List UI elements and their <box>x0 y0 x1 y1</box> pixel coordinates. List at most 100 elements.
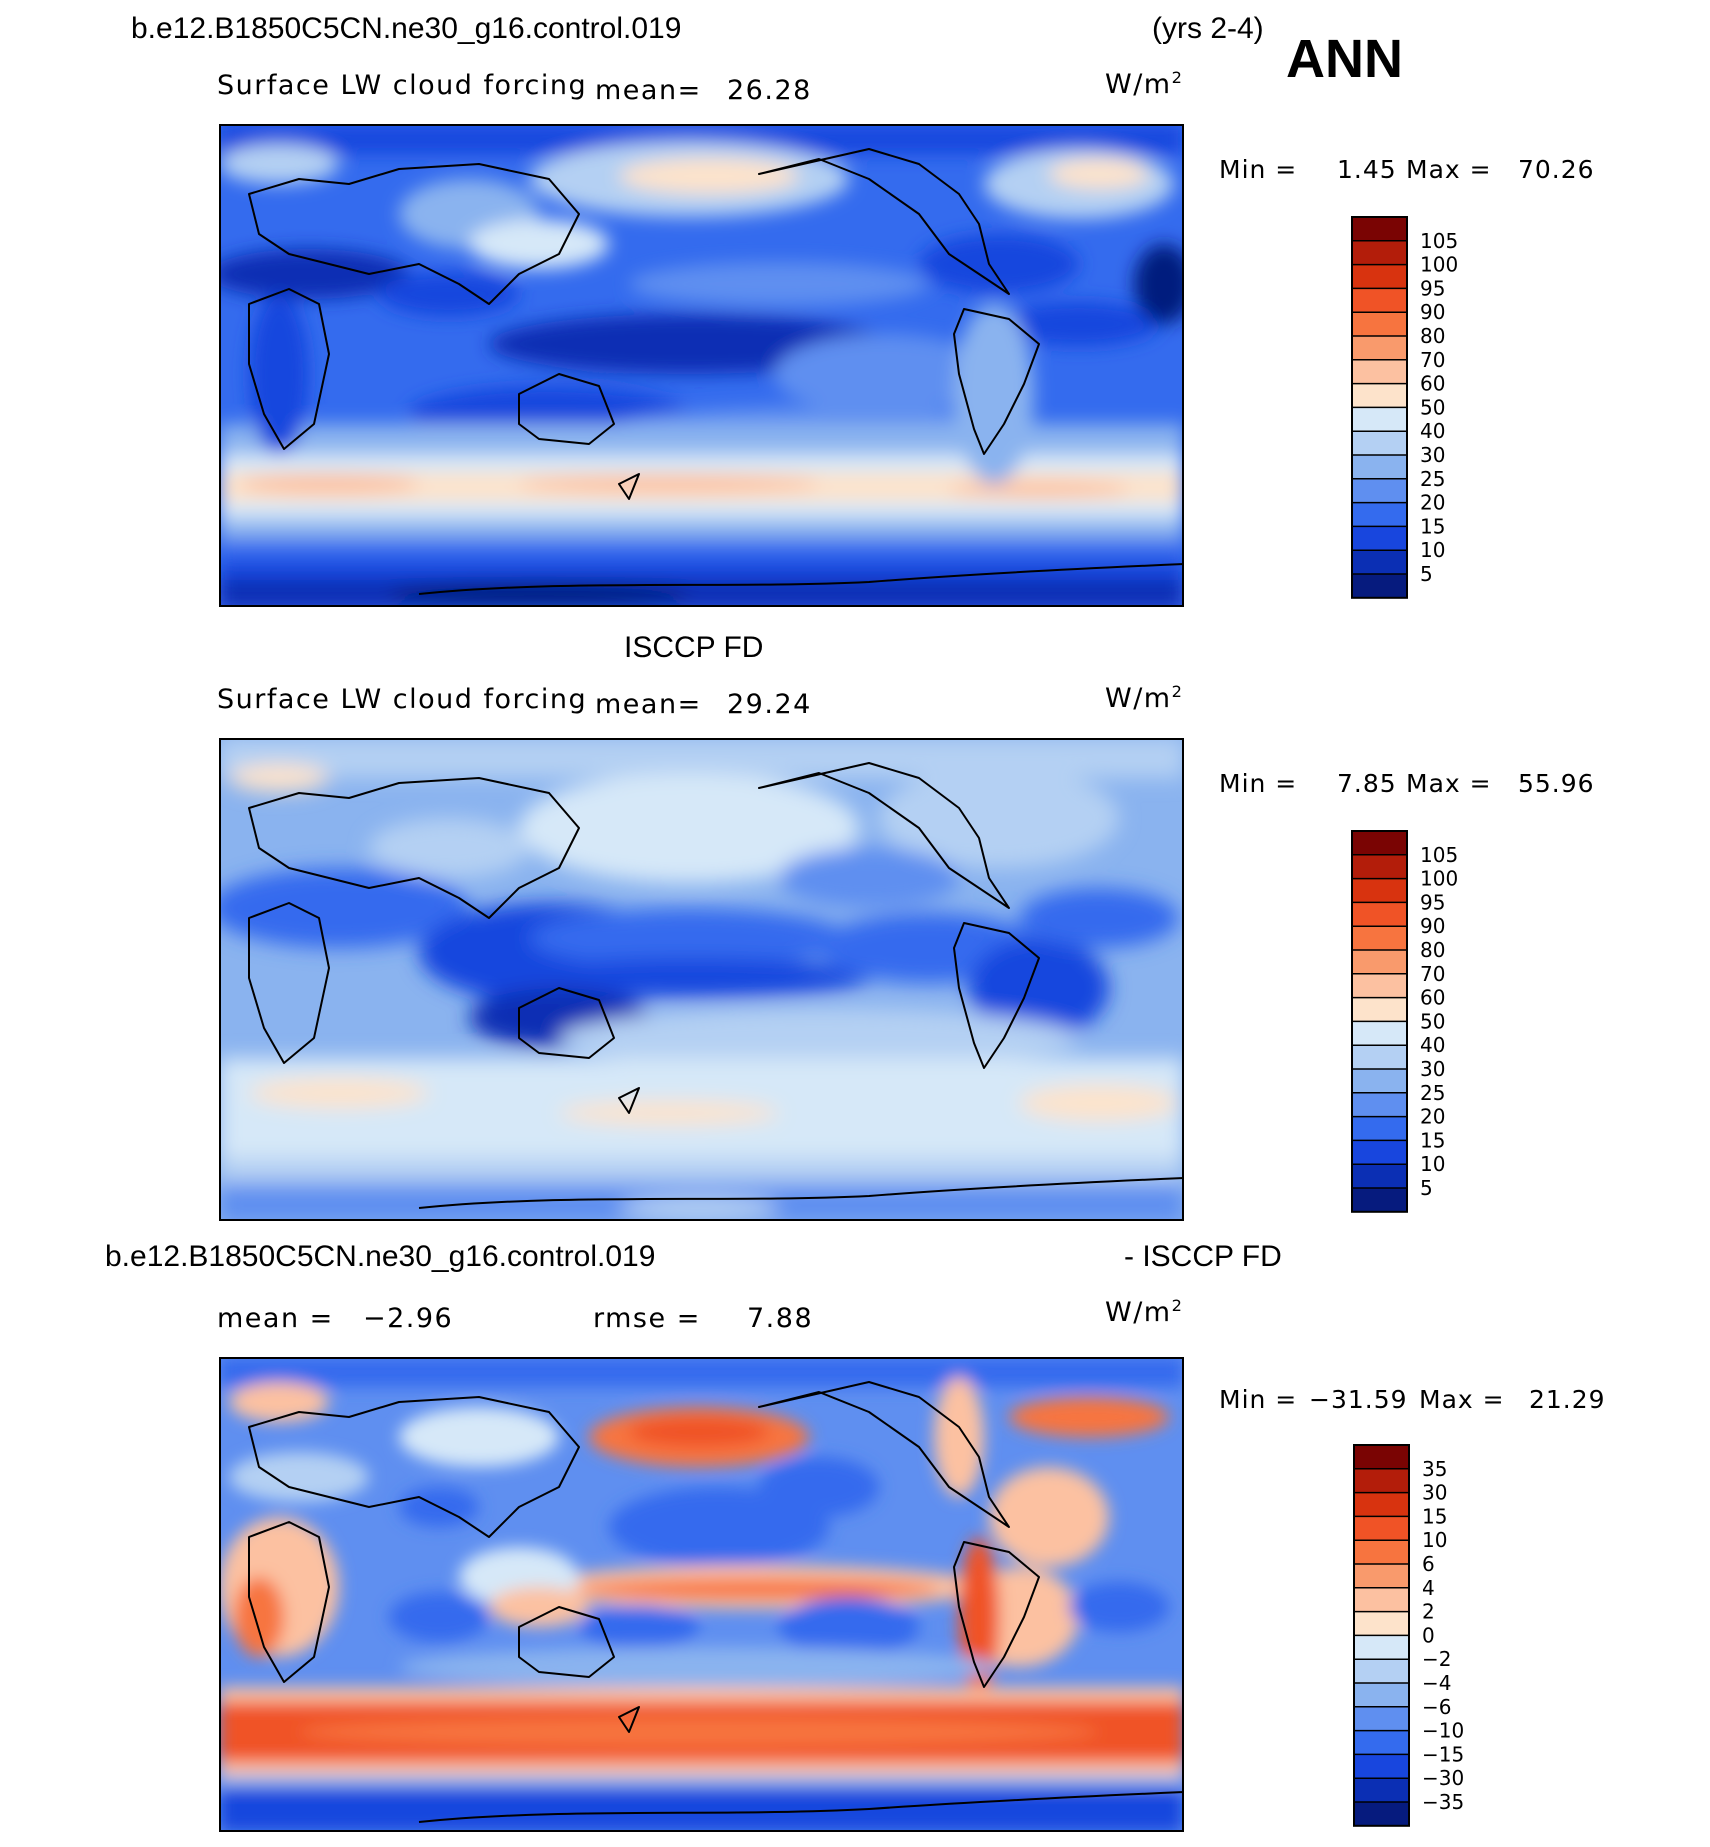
colorbar-label: 30 <box>1420 443 1445 467</box>
colorbar-box <box>1352 1164 1407 1189</box>
panel3-min-label: Min = <box>1219 1385 1298 1414</box>
panel2-colorbar: 105 100 95 90 80 70 60 50 40 30 25 20 15 10 5 <box>1351 830 1491 1220</box>
panel3-rmse-value: 7.88 <box>747 1303 814 1334</box>
colorbar-box <box>1352 407 1407 432</box>
panel3-max-value: 21.29 <box>1529 1385 1606 1414</box>
colorbar-box <box>1354 1754 1409 1779</box>
panel2-min-label: Min = <box>1219 769 1298 798</box>
colorbar-label: 40 <box>1420 1033 1445 1057</box>
colorbar-label: 105 <box>1420 229 1458 253</box>
colorbar-label: 35 <box>1422 1457 1447 1481</box>
colorbar-box <box>1352 526 1407 551</box>
panel2-subtitle: Surface LW cloud forcing <box>217 684 588 715</box>
colorbar-box <box>1354 1706 1409 1732</box>
panel1-max-label: Max = <box>1406 155 1492 184</box>
colorbar-box <box>1352 1188 1407 1213</box>
panel3-max-label: Max = <box>1419 1385 1505 1414</box>
colorbar-box <box>1352 950 1407 975</box>
panel1-units: W/m2 <box>1105 68 1184 100</box>
colorbar-label: 80 <box>1420 938 1445 962</box>
colorbar-box <box>1352 1140 1407 1165</box>
colorbar-label: −15 <box>1422 1742 1464 1766</box>
colorbar-box <box>1352 217 1407 242</box>
panel3-rmse-label: rmse = <box>593 1303 701 1334</box>
colorbar-box <box>1354 1468 1409 1494</box>
panel3-mean-value: −2.96 <box>363 1303 454 1334</box>
colorbar-label: −30 <box>1422 1766 1464 1790</box>
colorbar-box <box>1354 1540 1409 1565</box>
colorbar-label: 95 <box>1420 276 1445 300</box>
colorbar-label: 90 <box>1420 300 1445 324</box>
colorbar-label: 10 <box>1420 538 1445 562</box>
colorbar-frame <box>1351 216 1408 599</box>
colorbar-label: 15 <box>1422 1504 1447 1528</box>
panel2-mean-label: mean= <box>595 689 702 720</box>
colorbar-box <box>1352 336 1407 361</box>
colorbar-label: −6 <box>1422 1695 1451 1719</box>
colorbar-label: 70 <box>1420 348 1445 372</box>
colorbar-label: 4 <box>1422 1576 1435 1600</box>
colorbar-box <box>1352 312 1407 337</box>
colorbar-label: 5 <box>1420 1176 1433 1200</box>
panel3-mean-label: mean = <box>217 1303 334 1334</box>
colorbar-box <box>1354 1445 1409 1470</box>
colorbar-label: 30 <box>1422 1481 1447 1505</box>
colorbar-label: 10 <box>1420 1152 1445 1176</box>
colorbar-label: 2 <box>1422 1600 1435 1624</box>
colorbar-label: 6 <box>1422 1552 1435 1576</box>
panel3-map <box>219 1357 1184 1832</box>
colorbar-box <box>1352 1069 1407 1094</box>
colorbar-box <box>1354 1730 1409 1755</box>
colorbar-label: 80 <box>1420 324 1445 348</box>
colorbar-label: 10 <box>1422 1528 1447 1552</box>
colorbar-box <box>1352 1021 1407 1046</box>
colorbar-box <box>1354 1659 1409 1684</box>
panel2-max-value: 55.96 <box>1518 769 1595 798</box>
colorbar-box <box>1354 1564 1409 1589</box>
colorbar-label: −2 <box>1422 1647 1451 1671</box>
colorbar-box <box>1352 1092 1407 1118</box>
panel1-map <box>219 124 1184 607</box>
colorbar-frame <box>1351 830 1408 1213</box>
colorbar-box <box>1352 878 1407 903</box>
colorbar-box <box>1352 502 1407 527</box>
colorbar-box <box>1352 478 1407 504</box>
panel2-max-label: Max = <box>1406 769 1492 798</box>
panel1-subtitle: Surface LW cloud forcing <box>217 70 588 101</box>
colorbar-label: 15 <box>1420 1128 1445 1152</box>
colorbar-box <box>1352 926 1407 951</box>
colorbar-label: 0 <box>1422 1623 1435 1647</box>
colorbar-label: −4 <box>1422 1671 1451 1695</box>
colorbar-box <box>1352 431 1407 456</box>
colorbar-label: −10 <box>1422 1719 1464 1743</box>
colorbar-box <box>1352 1116 1407 1141</box>
colorbar-box <box>1352 288 1407 313</box>
colorbar-box <box>1354 1492 1409 1517</box>
panel1-min-label: Min = <box>1219 155 1298 184</box>
colorbar-label: 60 <box>1420 986 1445 1010</box>
season-label: ANN <box>1286 29 1403 89</box>
colorbar-label: 50 <box>1420 395 1445 419</box>
colorbar-label: 100 <box>1420 867 1458 891</box>
colorbar-box <box>1354 1611 1409 1636</box>
panel3-colorbar: 35 30 15 10 6 4 2 0 −2 −4 −6 −10 −15 −30 −35 <box>1353 1444 1493 1834</box>
colorbar-label: 40 <box>1420 419 1445 443</box>
colorbar-box <box>1352 550 1407 575</box>
colorbar-box <box>1352 455 1407 480</box>
panel1-min-value: 1.45 <box>1337 155 1397 184</box>
panel1-colorbar: 105 100 95 90 80 70 60 50 40 30 25 20 15 10 5 <box>1351 216 1491 606</box>
panel2-mean-value: 29.24 <box>727 689 812 720</box>
panel2-title: ISCCP FD <box>624 631 764 664</box>
colorbar-label: 60 <box>1420 372 1445 396</box>
colorbar-label: 50 <box>1420 1009 1445 1033</box>
colorbar-box <box>1354 1778 1409 1803</box>
colorbar-box <box>1352 240 1407 266</box>
colorbar-box <box>1354 1635 1409 1660</box>
colorbar-box <box>1352 264 1407 289</box>
colorbar-frame <box>1353 1444 1410 1827</box>
colorbar-label: 70 <box>1420 962 1445 986</box>
colorbar-label: 90 <box>1420 914 1445 938</box>
colorbar-box <box>1352 1045 1407 1070</box>
colorbar-label: 30 <box>1420 1057 1445 1081</box>
